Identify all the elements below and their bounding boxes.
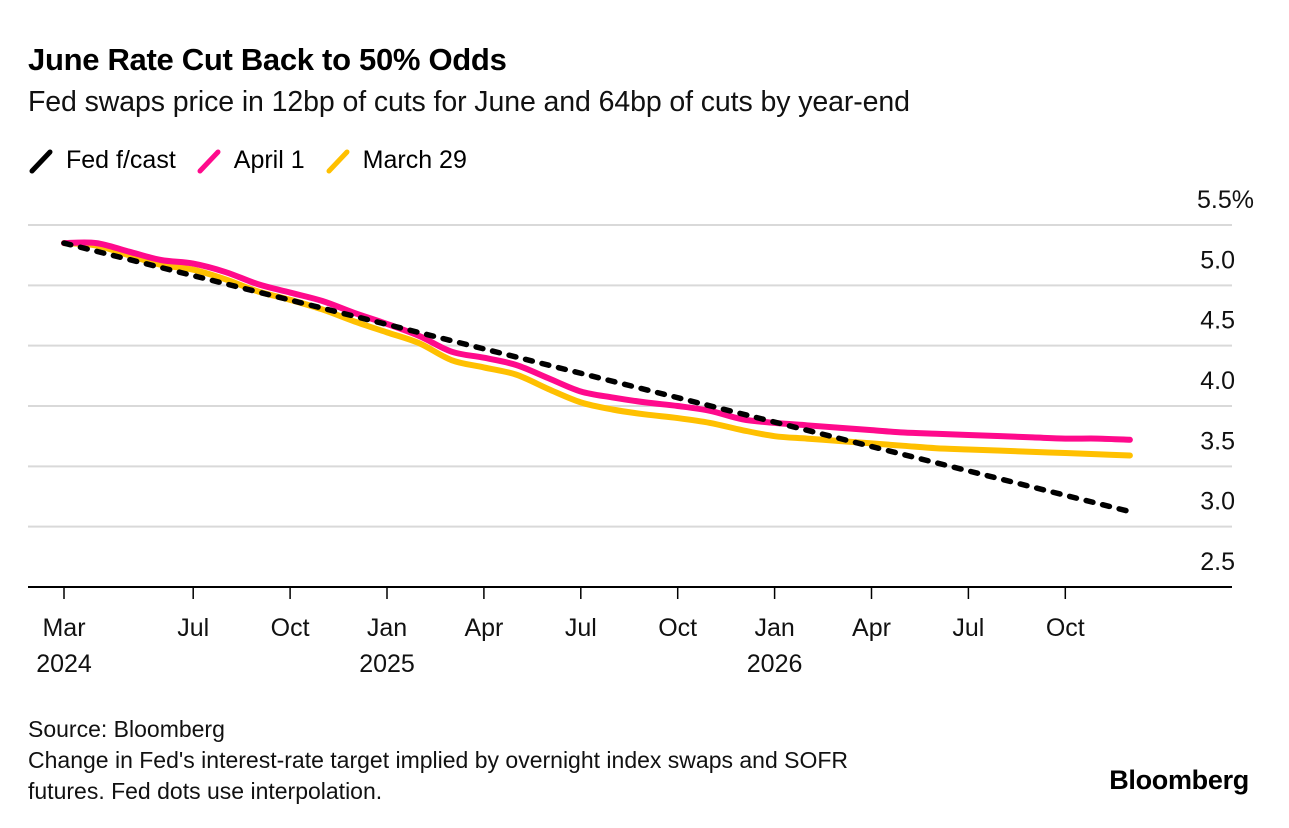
x-tick-label: Jul <box>177 614 209 642</box>
chart-title: June Rate Cut Back to 50% Odds <box>28 42 507 77</box>
series-line-fed-f-cast <box>61 240 1133 515</box>
x-tick-label: Mar <box>42 614 85 642</box>
y-tick-label: 3.5 <box>1200 427 1235 455</box>
methodology-note-line-2: futures. Fed dots use interpolation. <box>28 778 383 804</box>
legend-label-fed-forecast: Fed f/cast <box>66 146 176 174</box>
x-tick-label: Jul <box>565 614 597 642</box>
y-axis-ticks: 5.5% 5.0 4.5 4.0 3.5 3.0 2.5 <box>1197 186 1254 576</box>
legend-item-april-1: April 1 <box>196 146 305 175</box>
x-axis: Mar 2024 Jul Oct Jan 2025 Apr Jul Oct Jan 2026 Apr J… <box>28 586 1232 678</box>
legend-item-march-29: March 29 <box>325 146 467 175</box>
legend-swatch-fed-forecast <box>29 149 53 173</box>
x-tick-label: Apr <box>852 614 891 642</box>
x-tick-year-label: 2024 <box>36 650 92 678</box>
legend-item-fed-forecast: Fed f/cast <box>28 146 176 175</box>
legend-swatch-march-29 <box>326 149 350 173</box>
legend: Fed f/cast April 1 March 29 <box>28 146 487 175</box>
y-tick-label: 2.5 <box>1200 548 1235 576</box>
legend-swatch-april-1 <box>197 149 221 173</box>
series-line-march-29 <box>61 240 1133 459</box>
x-tick-label: Jul <box>952 614 984 642</box>
x-tick-year-label: 2026 <box>747 650 803 678</box>
x-tick-year-label: 2025 <box>359 650 415 678</box>
x-tick-label: Jan <box>367 614 407 642</box>
bloomberg-logo: Bloomberg <box>1109 765 1249 795</box>
legend-label-april-1: April 1 <box>233 146 305 174</box>
chart-subtitle: Fed swaps price in 12bp of cuts for June… <box>28 86 910 118</box>
gridlines <box>28 224 1232 528</box>
y-tick-label: 4.5 <box>1200 307 1235 335</box>
methodology-note-line-1: Change in Fed's interest-rate target imp… <box>28 747 849 773</box>
legend-label-march-29: March 29 <box>362 146 467 174</box>
series-line-april-1 <box>61 239 1133 443</box>
y-tick-label: 5.5% <box>1197 186 1254 214</box>
y-tick-label: 3.0 <box>1200 488 1235 516</box>
y-tick-label: 5.0 <box>1200 246 1235 274</box>
source-note: Source: Bloomberg <box>28 716 225 742</box>
x-tick-label: Oct <box>1046 614 1085 642</box>
x-tick-label: Apr <box>464 614 503 642</box>
x-tick-label: Oct <box>658 614 697 642</box>
footer: Source: Bloomberg Change in Fed's intere… <box>28 714 848 807</box>
x-tick-label: Oct <box>271 614 310 642</box>
series-lines <box>61 239 1133 515</box>
x-tick-label: Jan <box>754 614 794 642</box>
y-tick-label: 4.0 <box>1200 367 1235 395</box>
